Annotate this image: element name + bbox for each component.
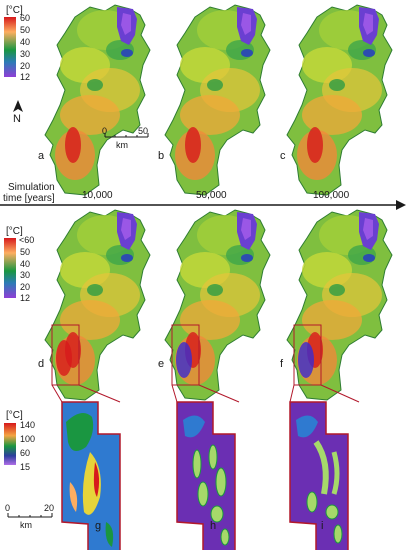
legend-unit-row2: [°C]: [6, 226, 23, 237]
legend-tick: 15: [20, 462, 31, 472]
panel-letter-a: a: [38, 150, 45, 162]
legend-tick: 30: [20, 270, 31, 280]
legend-tick: 12: [20, 72, 31, 82]
scale-start: 0: [102, 126, 108, 136]
legend-tick: 40: [20, 259, 31, 269]
scale-unit: km: [20, 520, 32, 530]
scale-end: 20: [44, 503, 55, 513]
timeline-tick-10000: 10,000: [82, 190, 113, 201]
panel-letter-f: f: [280, 358, 284, 370]
legend-tick: 60: [20, 448, 31, 458]
legend-tick: 20: [20, 282, 31, 292]
legend-tick: 30: [20, 49, 31, 59]
panel-letter-g: g: [95, 520, 102, 532]
north-arrow-icon: [10, 96, 26, 114]
timeline-tick-100000: 100,000: [313, 190, 350, 201]
legend-tick: 40: [20, 37, 31, 47]
colorbar-row2: [4, 238, 16, 298]
panel-letter-e: e: [158, 358, 165, 370]
panel-letter-b: b: [158, 150, 165, 162]
colorbar-row1: [4, 17, 16, 77]
legend-tick: 12: [20, 293, 31, 303]
scale-start: 0: [5, 503, 11, 513]
timeline-tick-50000: 50,000: [196, 190, 227, 201]
legend-tick: 60: [20, 13, 31, 23]
timeline-label-line1: Simulation: [8, 182, 55, 193]
north-label: N: [13, 113, 21, 125]
scale-unit: km: [116, 140, 128, 150]
panel-letter-d: d: [38, 358, 45, 370]
legend-unit-row3: [°C]: [6, 410, 23, 421]
timeline-label-line2: time [years]: [3, 193, 55, 204]
scale-end: 50: [138, 126, 149, 136]
panel-letter-c: c: [280, 150, 286, 162]
legend-unit-row1: [°C]: [6, 5, 23, 16]
panel-letter-i: i: [321, 520, 324, 532]
colorbar-row3: [4, 423, 16, 465]
legend-tick: 50: [20, 247, 31, 257]
legend-tick: 20: [20, 61, 31, 71]
legend-tick: <60: [19, 235, 35, 245]
legend-tick: 100: [20, 434, 36, 444]
panel-letter-h: h: [210, 520, 217, 532]
legend-tick: 140: [20, 420, 36, 430]
legend-tick: 50: [20, 25, 31, 35]
